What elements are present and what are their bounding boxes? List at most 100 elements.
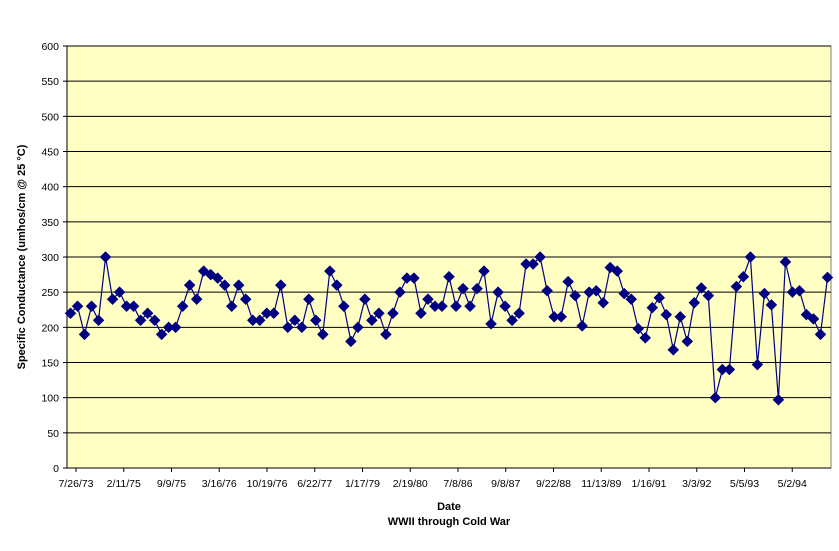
y-tick-label: 500: [41, 111, 59, 123]
data-point-marker: [106, 293, 119, 306]
x-tick-label: 10/19/76: [247, 478, 288, 490]
data-point-marker: [141, 307, 154, 320]
data-point-marker: [744, 251, 757, 263]
x-tick-label: 1/16/91: [631, 478, 666, 490]
data-point-marker: [415, 307, 427, 320]
x-tick-label: 11/13/89: [581, 478, 621, 490]
data-point-marker: [288, 314, 301, 327]
data-point-marker: [113, 286, 126, 299]
x-tick-label: 3/3/92: [682, 478, 711, 490]
data-point-marker: [281, 321, 294, 334]
y-tick-label: 350: [41, 217, 59, 229]
data-point-marker: [527, 258, 539, 270]
data-point-marker: [772, 393, 785, 406]
data-point-marker: [730, 280, 743, 293]
chart-subtitle: WWII through Cold War: [388, 516, 511, 528]
data-point-marker: [239, 293, 252, 306]
data-point-marker: [309, 314, 322, 327]
data-point-marker: [597, 296, 610, 309]
y-tick-label: 150: [41, 358, 59, 370]
data-point-marker: [211, 272, 224, 284]
data-point-marker: [64, 307, 77, 320]
data-point-marker: [183, 279, 196, 291]
x-axis-title: Date: [437, 501, 461, 513]
data-point-marker: [267, 307, 280, 320]
y-tick-label: 400: [41, 182, 59, 194]
data-point-marker: [576, 320, 589, 332]
data-point-marker: [352, 321, 364, 334]
data-point-marker: [408, 272, 420, 284]
y-tick-label: 250: [41, 287, 59, 299]
data-point-marker: [702, 289, 715, 302]
data-point-marker: [695, 282, 708, 294]
y-tick-label: 50: [47, 428, 59, 440]
data-point-marker: [218, 279, 231, 291]
series-group: [64, 251, 834, 406]
x-tick-label: 2/11/75: [107, 478, 141, 490]
data-point-marker: [751, 358, 764, 371]
data-point-marker: [611, 265, 624, 277]
data-point-marker: [464, 300, 476, 313]
data-point-marker: [807, 313, 820, 325]
data-point-marker: [639, 332, 652, 344]
data-point-marker: [471, 282, 483, 295]
x-tick-label: 9/8/87: [491, 478, 520, 490]
data-point-marker: [190, 293, 203, 306]
x-tick-label: 9/9/75: [157, 478, 186, 490]
x-tick-label: 6/22/77: [297, 478, 332, 490]
data-point-marker: [618, 287, 631, 300]
data-point-marker: [667, 343, 680, 356]
data-point-marker: [513, 307, 525, 320]
y-tick-label: 550: [41, 76, 59, 88]
y-tick-label: 100: [41, 393, 59, 405]
data-point-marker: [660, 308, 673, 321]
x-tick-label: 3/16/76: [202, 478, 237, 490]
data-point-marker: [478, 265, 490, 277]
data-point-marker: [590, 284, 603, 297]
data-point-marker: [366, 314, 378, 327]
data-point-marker: [78, 328, 91, 341]
data-point-marker: [485, 317, 497, 330]
data-point-marker: [387, 307, 399, 320]
data-point-marker: [562, 275, 575, 288]
data-point-marker: [723, 363, 736, 376]
data-point-marker: [338, 300, 350, 313]
data-point-marker: [436, 300, 448, 313]
data-point-marker: [380, 328, 392, 341]
data-point-marker: [155, 328, 168, 341]
data-point-marker: [450, 300, 462, 313]
x-tick-label: 7/26/73: [58, 478, 93, 490]
data-point-marker: [373, 307, 385, 320]
data-point-marker: [646, 301, 659, 314]
data-point-marker: [323, 265, 336, 277]
data-point-marker: [492, 286, 504, 299]
data-point-marker: [569, 289, 582, 302]
data-point-marker: [127, 300, 140, 313]
data-point-marker: [85, 300, 98, 313]
data-point-marker: [681, 335, 694, 348]
x-tick-label: 1/17/79: [345, 478, 380, 490]
data-point-marker: [169, 321, 182, 334]
data-point-marker: [345, 335, 357, 348]
data-point-marker: [758, 287, 771, 300]
x-tick-label: 5/5/93: [730, 478, 759, 490]
y-tick-label: 450: [41, 147, 59, 159]
data-point-marker: [688, 296, 701, 309]
data-point-marker: [330, 279, 343, 291]
data-point-marker: [541, 284, 553, 297]
data-point-marker: [99, 251, 112, 263]
x-tick-labels: 7/26/73 2/11/75 9/9/75 3/16/76 10/19/76 6/22/…: [58, 468, 807, 490]
data-point-marker: [443, 270, 455, 283]
data-point-marker: [394, 286, 406, 299]
data-point-marker: [274, 279, 287, 291]
x-tick-label: 2/19/80: [393, 478, 428, 490]
grid-lines: [67, 45, 831, 434]
data-point-marker: [555, 310, 568, 323]
data-point-marker: [793, 284, 806, 297]
y-tick-label: 0: [53, 463, 59, 475]
data-point-marker: [457, 282, 469, 295]
data-point-marker: [225, 300, 238, 313]
data-point-marker: [92, 314, 105, 327]
data-point-marker: [316, 328, 329, 341]
